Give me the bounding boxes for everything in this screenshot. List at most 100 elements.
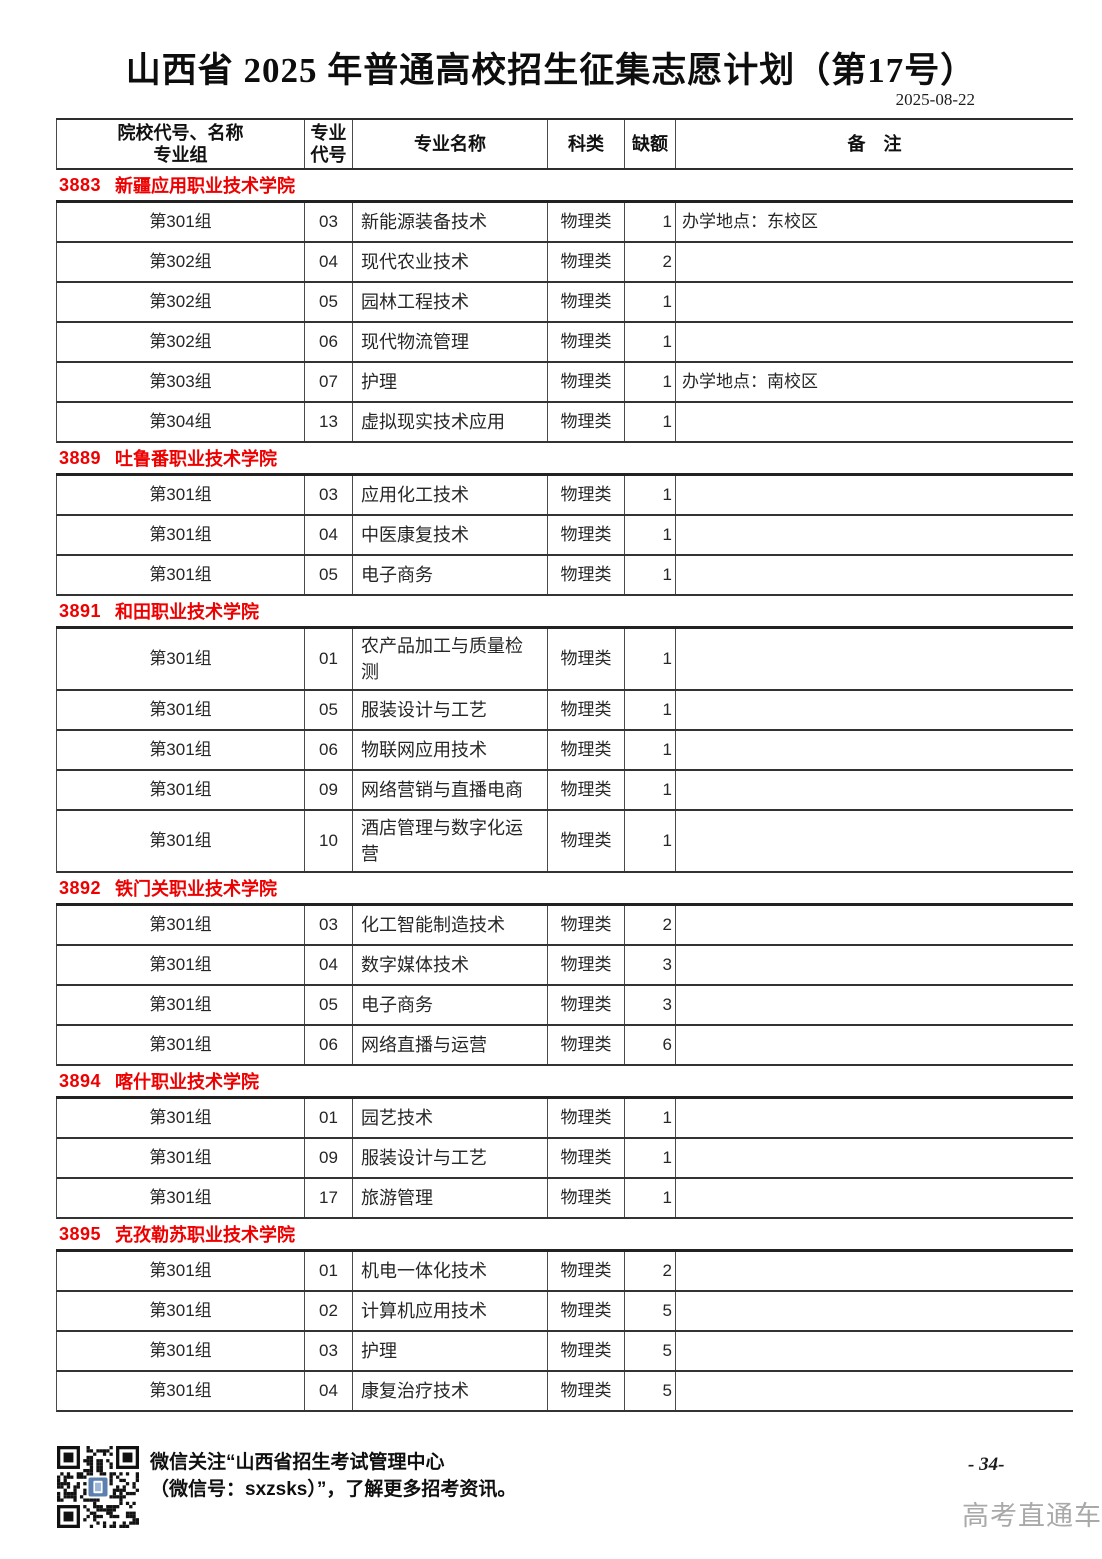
group-cell: 第301组 [57,1099,305,1137]
category-cell: 物理类 [548,629,625,689]
group-cell: 第301组 [57,811,305,871]
table-header-row: 院校代号、名称 专业组 专业 代号 专业名称 科类 缺额备 注 [56,120,1073,170]
vacancy-cell: 1 [625,629,676,689]
section-header-row: 3889 吐鲁番职业技术学院 [56,443,1073,476]
major-code-cell: 06 [305,731,353,769]
header-col-college: 院校代号、名称 专业组 [57,120,305,168]
table-row: 第301组 05 电子商务 物理类 1 [56,556,1073,596]
group-cell: 第301组 [57,629,305,689]
table-row: 第301组 06 网络直播与运营 物理类 6 [56,1026,1073,1066]
header-label: 院校代号、名称 [117,123,244,143]
vacancy-cell: 1 [625,771,676,809]
vacancy-cell: 1 [625,556,676,594]
qr-code [57,1446,139,1528]
vacancy-cell: 1 [625,283,676,321]
vacancy-cell: 1 [625,476,676,514]
section-header-row: 3895 克孜勒苏职业技术学院 [56,1219,1073,1252]
category-cell: 物理类 [548,986,625,1024]
major-code-cell: 05 [305,986,353,1024]
vacancy-cell: 1 [625,1179,676,1217]
major-name-cell: 服装设计与工艺 [353,691,548,729]
note-cell [676,771,1073,809]
major-code-cell: 10 [305,811,353,871]
major-name-cell: 园艺技术 [353,1099,548,1137]
table-row: 第301组 03 应用化工技术 物理类 1 [56,476,1073,516]
document-date: 2025-08-22 [895,90,975,109]
note-cell [676,629,1073,689]
vacancy-cell: 5 [625,1372,676,1410]
table-row: 第301组 06 物联网应用技术 物理类 1 [56,731,1073,771]
vacancy-cell: 2 [625,906,676,944]
group-cell: 第301组 [57,516,305,554]
note-cell [676,556,1073,594]
category-cell: 物理类 [548,906,625,944]
note-cell [676,1252,1073,1290]
note-cell [676,243,1073,281]
section-header-row: 3891 和田职业技术学院 [56,596,1073,629]
header-label: 代号 [310,145,347,165]
note-cell [676,1292,1073,1330]
group-cell: 第301组 [57,1332,305,1370]
section-header-row: 3883 新疆应用职业技术学院 [56,170,1073,203]
group-cell: 第301组 [57,946,305,984]
college-name: 新疆应用职业技术学院 [115,176,296,196]
group-cell: 第301组 [57,1252,305,1290]
group-cell: 第303组 [57,363,305,401]
major-code-cell: 06 [305,323,353,361]
vacancy-cell: 3 [625,946,676,984]
college-name: 喀什职业技术学院 [115,1072,260,1092]
note-cell [676,1026,1073,1064]
college-code: 3891 [59,600,102,621]
group-cell: 第302组 [57,283,305,321]
college-name: 克孜勒苏职业技术学院 [115,1225,296,1245]
major-name-cell: 物联网应用技术 [353,731,548,769]
header-label: 科类 [568,134,604,154]
table-row: 第301组 04 中医康复技术 物理类 1 [56,516,1073,556]
wechat-note-line2: （微信号：sxzsks）”，了解更多招考资讯。 [150,1479,517,1500]
section-header-row: 3892 铁门关职业技术学院 [56,873,1073,906]
vacancy-cell: 1 [625,731,676,769]
college-code: 3895 [59,1223,102,1244]
category-cell: 物理类 [548,1292,625,1330]
major-code-cell: 03 [305,1332,353,1370]
group-cell: 第301组 [57,1139,305,1177]
note-cell [676,1372,1073,1410]
group-cell: 第301组 [57,1179,305,1217]
category-cell: 物理类 [548,1099,625,1137]
category-cell: 物理类 [548,1179,625,1217]
vacancy-cell: 1 [625,363,676,401]
header-label: 缺额 [632,134,668,154]
major-code-cell: 01 [305,1099,353,1137]
table-row: 第302组 05 园林工程技术 物理类 1 [56,283,1073,323]
major-name-cell: 酒店管理与数字化运营 [353,811,548,871]
vacancy-cell: 1 [625,203,676,241]
wechat-follow-note: 微信关注“山西省招生考试管理中心 （微信号：sxzsks）”，了解更多招考资讯。 [150,1449,516,1503]
category-cell: 物理类 [548,771,625,809]
vacancy-cell: 5 [625,1292,676,1330]
vacancy-cell: 1 [625,1099,676,1137]
note-cell [676,1179,1073,1217]
group-cell: 第301组 [57,556,305,594]
major-name-cell: 网络营销与直播电商 [353,771,548,809]
major-code-cell: 03 [305,476,353,514]
note-cell [676,691,1073,729]
college-name: 吐鲁番职业技术学院 [115,449,278,469]
major-name-cell: 电子商务 [353,986,548,1024]
table-row: 第301组 05 电子商务 物理类 3 [56,986,1073,1026]
major-name-cell: 化工智能制造技术 [353,906,548,944]
major-code-cell: 05 [305,283,353,321]
table-row: 第304组 13 虚拟现实技术应用 物理类 1 [56,403,1073,443]
table-row: 第302组 04 现代农业技术 物理类 2 [56,243,1073,283]
table-row: 第301组 04 数字媒体技术 物理类 3 [56,946,1073,986]
category-cell: 物理类 [548,1139,625,1177]
note-cell [676,986,1073,1024]
note-cell [676,476,1073,514]
major-code-cell: 05 [305,556,353,594]
note-cell [676,906,1073,944]
major-name-cell: 护理 [353,363,548,401]
major-name-cell: 计算机应用技术 [353,1292,548,1330]
group-cell: 第301组 [57,203,305,241]
table-row: 第301组 03 化工智能制造技术 物理类 2 [56,906,1073,946]
major-code-cell: 05 [305,691,353,729]
table-row: 第301组 09 网络营销与直播电商 物理类 1 [56,771,1073,811]
